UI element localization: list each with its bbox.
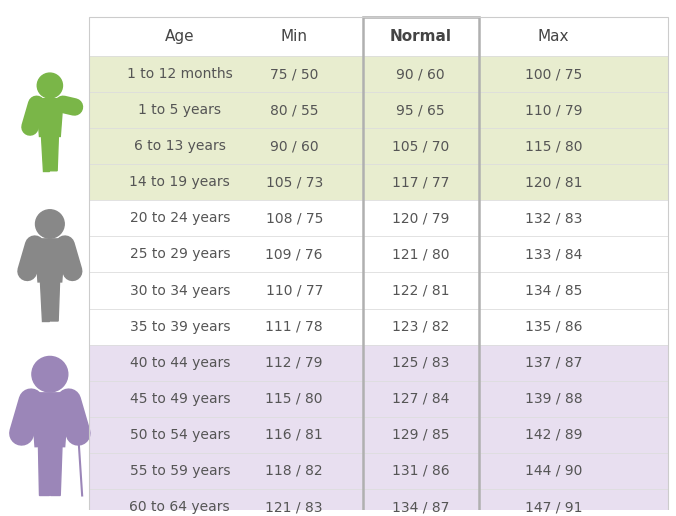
Text: 125 / 83: 125 / 83 bbox=[392, 356, 450, 369]
Text: 110 / 77: 110 / 77 bbox=[266, 283, 323, 298]
Text: 1 to 12 months: 1 to 12 months bbox=[127, 67, 233, 81]
Text: 111 / 78: 111 / 78 bbox=[266, 319, 323, 334]
Text: Age: Age bbox=[165, 29, 195, 44]
Text: 105 / 73: 105 / 73 bbox=[266, 175, 323, 189]
Text: 110 / 79: 110 / 79 bbox=[525, 103, 582, 117]
Text: 20 to 24 years: 20 to 24 years bbox=[130, 212, 230, 225]
Text: Min: Min bbox=[281, 29, 308, 44]
FancyBboxPatch shape bbox=[89, 236, 668, 272]
Text: 127 / 84: 127 / 84 bbox=[392, 392, 450, 406]
Ellipse shape bbox=[37, 73, 62, 98]
Polygon shape bbox=[37, 99, 63, 136]
Text: 142 / 89: 142 / 89 bbox=[525, 428, 582, 442]
Ellipse shape bbox=[36, 210, 64, 238]
FancyBboxPatch shape bbox=[89, 164, 668, 200]
Polygon shape bbox=[34, 239, 65, 282]
Text: 60 to 64 years: 60 to 64 years bbox=[130, 500, 230, 514]
Text: 109 / 76: 109 / 76 bbox=[266, 248, 323, 262]
Text: 139 / 88: 139 / 88 bbox=[525, 392, 582, 406]
Text: 132 / 83: 132 / 83 bbox=[525, 212, 582, 225]
Polygon shape bbox=[51, 282, 59, 321]
Polygon shape bbox=[41, 136, 49, 171]
Text: 108 / 75: 108 / 75 bbox=[266, 212, 323, 225]
Text: 115 / 80: 115 / 80 bbox=[266, 392, 323, 406]
Text: 137 / 87: 137 / 87 bbox=[525, 356, 582, 369]
Text: 134 / 87: 134 / 87 bbox=[392, 500, 450, 514]
Text: 50 to 54 years: 50 to 54 years bbox=[130, 428, 230, 442]
Polygon shape bbox=[51, 447, 62, 495]
Text: 117 / 77: 117 / 77 bbox=[392, 175, 450, 189]
Text: 115 / 80: 115 / 80 bbox=[525, 139, 582, 153]
Text: Normal: Normal bbox=[390, 29, 452, 44]
Polygon shape bbox=[50, 136, 58, 171]
Text: 90 / 60: 90 / 60 bbox=[397, 67, 445, 81]
Text: 135 / 86: 135 / 86 bbox=[525, 319, 582, 334]
Text: 120 / 81: 120 / 81 bbox=[525, 175, 582, 189]
FancyBboxPatch shape bbox=[89, 200, 668, 236]
Text: 40 to 44 years: 40 to 44 years bbox=[130, 356, 230, 369]
Text: 1 to 5 years: 1 to 5 years bbox=[139, 103, 221, 117]
Text: 14 to 19 years: 14 to 19 years bbox=[129, 175, 230, 189]
Text: 112 / 79: 112 / 79 bbox=[266, 356, 323, 369]
Text: 121 / 80: 121 / 80 bbox=[392, 248, 450, 262]
Text: 55 to 59 years: 55 to 59 years bbox=[130, 464, 230, 478]
Text: 6 to 13 years: 6 to 13 years bbox=[134, 139, 226, 153]
Text: 131 / 86: 131 / 86 bbox=[392, 464, 450, 478]
Text: 116 / 81: 116 / 81 bbox=[266, 428, 323, 442]
Text: 100 / 75: 100 / 75 bbox=[525, 67, 582, 81]
Text: 95 / 65: 95 / 65 bbox=[397, 103, 445, 117]
FancyBboxPatch shape bbox=[89, 272, 668, 309]
Text: 129 / 85: 129 / 85 bbox=[392, 428, 450, 442]
FancyBboxPatch shape bbox=[89, 345, 668, 381]
Text: 134 / 85: 134 / 85 bbox=[525, 283, 582, 298]
FancyBboxPatch shape bbox=[89, 309, 668, 345]
Text: 25 to 29 years: 25 to 29 years bbox=[130, 248, 230, 262]
Text: 75 / 50: 75 / 50 bbox=[270, 67, 318, 81]
FancyBboxPatch shape bbox=[89, 453, 668, 489]
Text: 80 / 55: 80 / 55 bbox=[270, 103, 318, 117]
Text: 30 to 34 years: 30 to 34 years bbox=[130, 283, 230, 298]
Text: 45 to 49 years: 45 to 49 years bbox=[130, 392, 230, 406]
Text: 147 / 91: 147 / 91 bbox=[525, 500, 582, 514]
FancyBboxPatch shape bbox=[89, 417, 668, 453]
Ellipse shape bbox=[32, 357, 68, 392]
Text: 105 / 70: 105 / 70 bbox=[392, 139, 450, 153]
Polygon shape bbox=[31, 393, 69, 447]
Text: 123 / 82: 123 / 82 bbox=[392, 319, 450, 334]
Text: Max: Max bbox=[537, 29, 569, 44]
Polygon shape bbox=[40, 282, 49, 321]
FancyBboxPatch shape bbox=[89, 489, 668, 516]
Text: 35 to 39 years: 35 to 39 years bbox=[130, 319, 230, 334]
Text: 120 / 79: 120 / 79 bbox=[392, 212, 450, 225]
Text: 144 / 90: 144 / 90 bbox=[525, 464, 582, 478]
Text: 122 / 81: 122 / 81 bbox=[392, 283, 450, 298]
Text: 118 / 82: 118 / 82 bbox=[266, 464, 323, 478]
Text: 133 / 84: 133 / 84 bbox=[525, 248, 582, 262]
Polygon shape bbox=[38, 447, 49, 495]
FancyBboxPatch shape bbox=[89, 128, 668, 164]
Text: 121 / 83: 121 / 83 bbox=[266, 500, 323, 514]
FancyBboxPatch shape bbox=[89, 381, 668, 417]
FancyBboxPatch shape bbox=[89, 56, 668, 92]
Text: 90 / 60: 90 / 60 bbox=[270, 139, 318, 153]
FancyBboxPatch shape bbox=[89, 92, 668, 128]
